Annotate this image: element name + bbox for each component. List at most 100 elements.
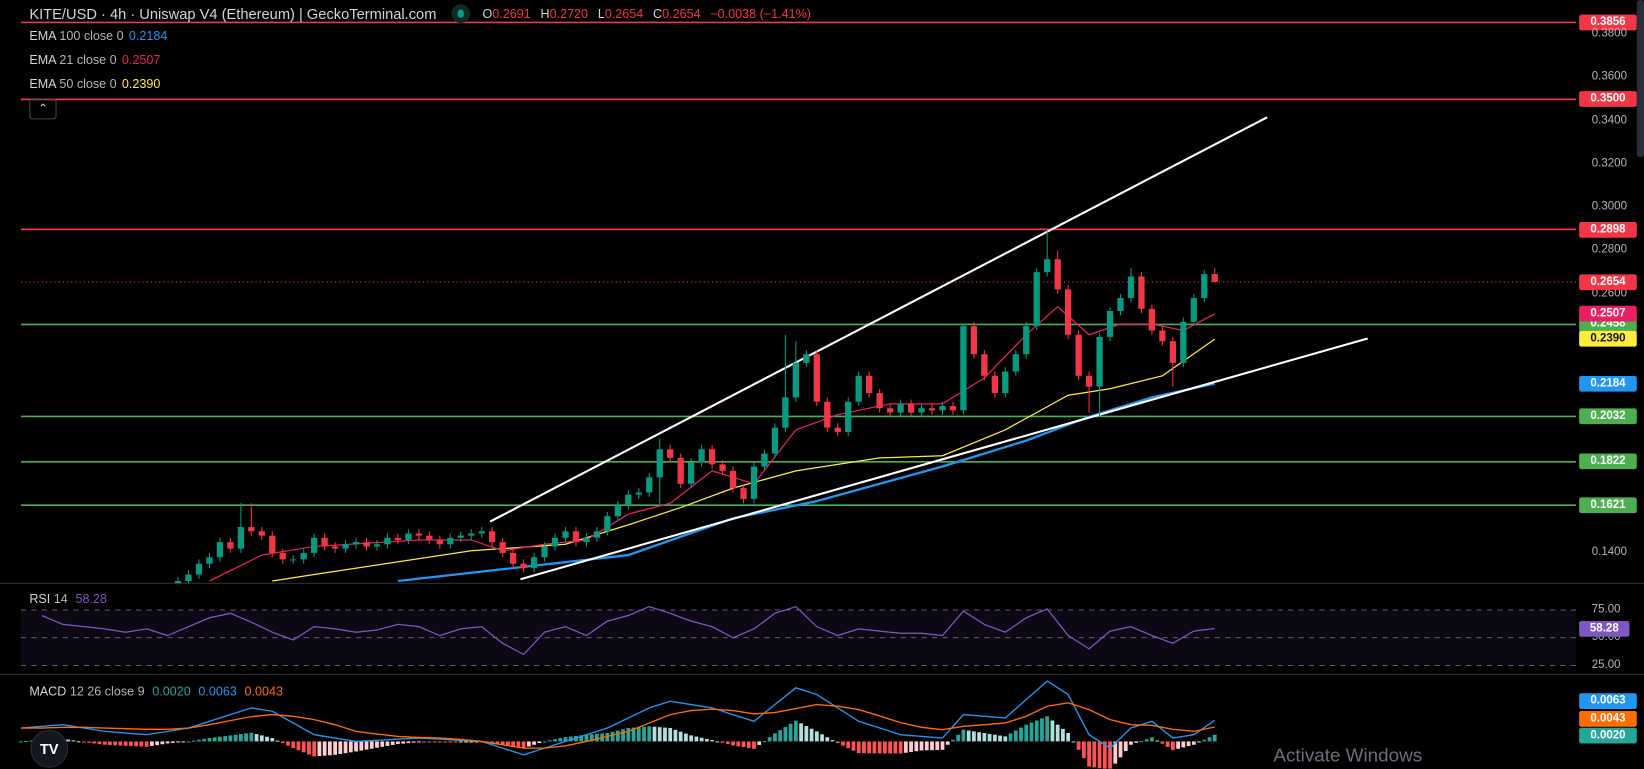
macd-legend[interactable]: MACD 12 26 close 9 0.0020 0.0063 0.0043 (29, 684, 283, 699)
candle-body (1211, 274, 1218, 283)
macd-histogram-bar (207, 738, 212, 742)
macd-histogram-bar (851, 741, 856, 751)
macd-histogram-bar (422, 741, 427, 743)
macd-histogram-bar (411, 741, 416, 743)
macd-histogram-bar (87, 741, 91, 743)
macd-value-badge: 0.0043 (1579, 710, 1637, 727)
candle (363, 537, 370, 551)
candle (1159, 326, 1166, 346)
macd-histogram-bar (694, 736, 699, 742)
candle-body (258, 531, 265, 536)
candle (939, 401, 946, 415)
candle-body (342, 544, 349, 549)
candle-body (520, 563, 527, 569)
candle (290, 555, 297, 564)
macd-histogram-bar (956, 734, 961, 742)
candle-body (981, 354, 988, 376)
collapse-legend-button[interactable]: ⌃ (29, 98, 57, 120)
price-badge: 0.2390 (1579, 331, 1637, 347)
resistance-level-badge: 0.3500 (1579, 91, 1637, 108)
candle (729, 466, 737, 493)
indicator-name: EMA (29, 28, 56, 43)
macd-histogram-bar (930, 741, 934, 751)
macd-histogram-bar (731, 741, 735, 746)
legend-ema-21[interactable]: EMA 21 close 0 0.2507 (29, 52, 160, 67)
candle (300, 548, 307, 564)
macd-histogram-bar (610, 731, 615, 742)
candle (352, 537, 360, 549)
trendline (489, 116, 1268, 523)
rsi-legend[interactable]: RSI 14 58.28 (29, 592, 107, 607)
candle-body (1138, 276, 1145, 309)
macd-histogram-bar (605, 733, 610, 742)
candle (1054, 250, 1061, 294)
candle (803, 349, 810, 368)
tradingview-logo[interactable]: TV (30, 729, 69, 768)
indicator-value: 0.2390 (121, 76, 161, 92)
ema-line (272, 338, 1216, 582)
candle (331, 542, 339, 553)
macd-histogram-bar (453, 741, 458, 743)
support-level-badge: 0.1822 (1579, 453, 1637, 470)
macd-histogram-bar (1160, 741, 1165, 744)
macd-histogram-bar (506, 741, 510, 746)
chevron-up-icon: ⌃ (38, 102, 48, 116)
candle-body (708, 449, 716, 465)
macd-histogram-bar (940, 741, 945, 750)
macd-histogram-bar (97, 741, 102, 745)
candle (782, 334, 789, 432)
macd-line-value: 0.0063 (198, 683, 237, 699)
candle-body (447, 537, 454, 545)
candle (866, 371, 873, 398)
indicator-params: 21 close 0 (59, 52, 117, 68)
change-value: −0.0038 (−1.41%) (710, 6, 811, 21)
candle-body (331, 546, 339, 549)
candle-body (1054, 259, 1061, 290)
candle-body (625, 494, 632, 506)
candle (907, 399, 915, 417)
candle-body (174, 580, 182, 584)
support-level-badge: 0.2032 (1579, 408, 1637, 425)
macd-histogram-bar (526, 741, 531, 747)
macd-histogram-bar (814, 731, 819, 742)
macd-histogram-bar (746, 741, 751, 748)
macd-histogram-bar (830, 740, 835, 742)
macd-histogram-bar (1019, 727, 1023, 742)
candle-body (1002, 371, 1009, 394)
macd-histogram-bar (149, 741, 154, 746)
symbol-title[interactable]: KITE/USD · 4h · Uniswap V4 (Ethereum) | … (29, 5, 437, 22)
macd-histogram-bar (1113, 741, 1118, 764)
macd-histogram-bar (1029, 722, 1034, 742)
macd-histogram-bar (1207, 737, 1212, 742)
chart-header: KITE/USD · 4h · Uniswap V4 (Ethereum) | … (29, 4, 817, 24)
candle (185, 570, 192, 584)
candle-body (593, 531, 601, 538)
scrollbar[interactable] (1636, 0, 1644, 158)
macd-histogram-bar (1181, 741, 1186, 748)
macd-histogram-bar (710, 740, 714, 742)
macd-histogram-bar (992, 734, 997, 742)
candle (551, 533, 559, 551)
macd-histogram-bar (919, 741, 924, 751)
macd-histogram-bar (343, 741, 348, 754)
price-badge: 0.2184 (1579, 375, 1637, 392)
candle-body (1127, 276, 1135, 299)
candle (342, 539, 349, 553)
candle-body (509, 552, 517, 564)
macd-histogram-bar (532, 741, 536, 745)
macd-histogram-bar (757, 741, 762, 745)
candle (1180, 317, 1187, 368)
candle (656, 438, 663, 506)
candle (604, 511, 611, 536)
macd-histogram-bar (699, 737, 704, 742)
legend-ema-50[interactable]: EMA 50 close 0 0.2390 (29, 76, 160, 91)
macd-histogram-bar (66, 739, 70, 742)
macd-histogram-bar (197, 739, 201, 742)
macd-histogram-bar (375, 741, 379, 748)
macd-histogram-bar (966, 730, 971, 742)
candle-body (1180, 321, 1187, 363)
candle-body (949, 406, 957, 411)
legend-ema-100[interactable]: EMA 100 close 0 0.2184 (29, 28, 167, 43)
